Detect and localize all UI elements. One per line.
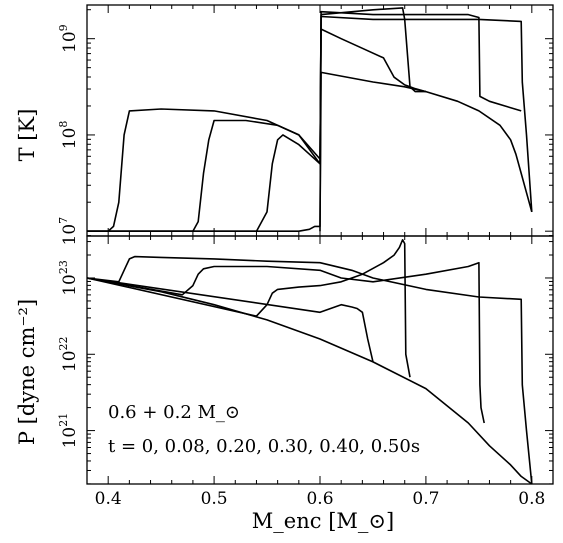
y-tick-label: 107 xyxy=(57,217,80,246)
y-axis-label-top: T [K] xyxy=(15,109,39,162)
series-line-0-2 xyxy=(87,10,522,232)
y-tick-label: 1021 xyxy=(57,413,80,449)
series-line-1-4 xyxy=(86,277,374,363)
y-tick-label: 1022 xyxy=(57,336,80,372)
y-tick-label: 108 xyxy=(57,121,80,150)
series-line-1-1 xyxy=(86,255,533,485)
x-tick-label: 0.5 xyxy=(201,489,228,509)
x-tick-label: 0.4 xyxy=(95,489,122,509)
series-line-1-2 xyxy=(86,261,485,424)
series-line-0-4 xyxy=(319,28,427,232)
series-line-0-0 xyxy=(87,71,533,232)
annotation-mass: 0.6 + 0.2 M_⊙ xyxy=(108,402,240,423)
plot-top-temperature: 107 108 109 xyxy=(57,4,554,246)
series-line-1-0 xyxy=(86,277,533,485)
x-tick-label: 0.8 xyxy=(518,489,545,509)
series-line-1-3 xyxy=(86,239,411,378)
y-tick-label: 109 xyxy=(57,24,80,53)
plot-bottom-pressure: 0.4 0.5 0.6 0.7 0.8 1021 1022 1023 xyxy=(57,235,554,509)
series-line-0-1 xyxy=(87,15,533,232)
x-tick-label: 0.7 xyxy=(412,489,439,509)
x-axis-label: M_enc [M_⊙] xyxy=(252,509,394,533)
x-tick-label: 0.6 xyxy=(306,489,333,509)
y-axis-label-bottom: P [dyne cm⁻²] xyxy=(15,299,39,445)
series-line-0-3 xyxy=(87,7,426,232)
y-tick-label: 1023 xyxy=(57,260,80,296)
annotation-times: t = 0, 0.08, 0.20, 0.30, 0.40, 0.50s xyxy=(108,436,420,457)
